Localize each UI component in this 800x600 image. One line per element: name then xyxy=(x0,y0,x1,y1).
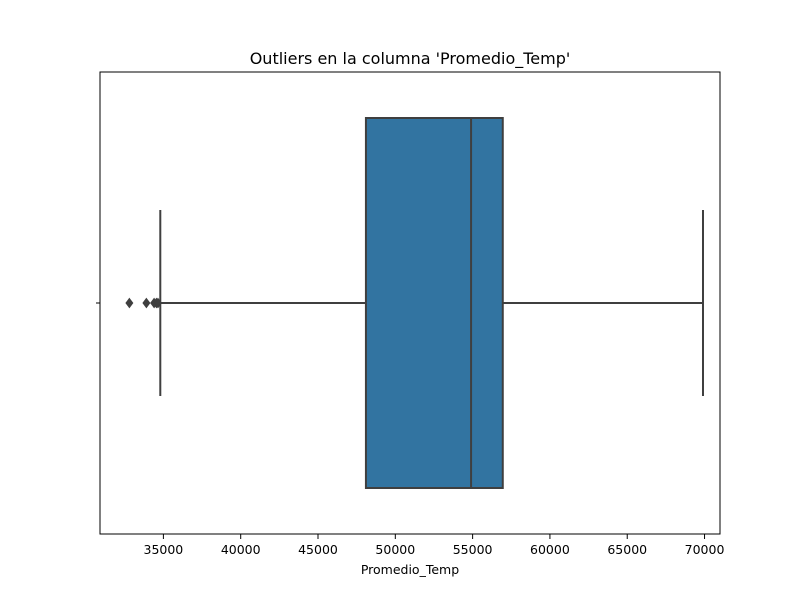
plot-area xyxy=(125,117,704,489)
outlier-point xyxy=(125,297,134,309)
x-tick-label: 50000 xyxy=(375,542,415,557)
outlier-point xyxy=(142,297,151,309)
x-tick-label: 60000 xyxy=(530,542,570,557)
iqr-box xyxy=(364,117,504,489)
x-axis-label: Promedio_Temp xyxy=(361,562,459,577)
x-tick-label: 35000 xyxy=(144,542,184,557)
x-tick-label: 65000 xyxy=(607,542,647,557)
x-tick-label: 40000 xyxy=(221,542,261,557)
outlier-point xyxy=(153,297,162,309)
x-tick-label: 45000 xyxy=(298,542,338,557)
x-axis-ticks: 35000 40000 45000 50000 55000 60000 65000 70000 xyxy=(144,534,725,557)
x-tick-label: 70000 xyxy=(685,542,725,557)
x-tick-label: 55000 xyxy=(453,542,493,557)
chart-title: Outliers en la columna 'Promedio_Temp' xyxy=(250,49,571,69)
